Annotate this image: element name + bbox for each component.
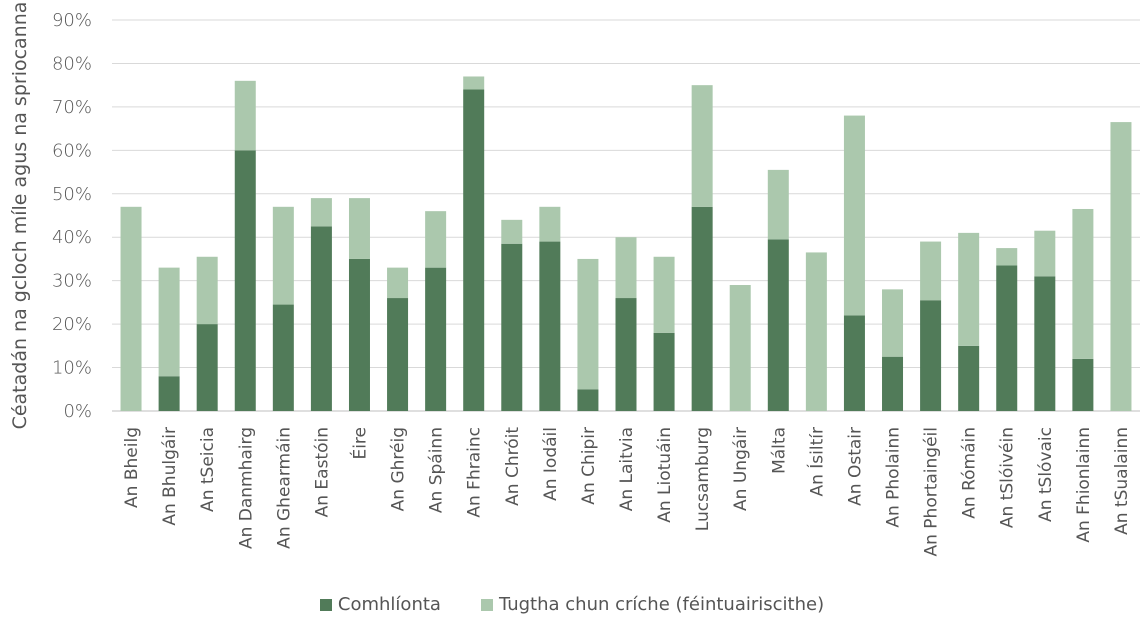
bar-segment [348, 258, 370, 411]
bar-segment [196, 256, 218, 325]
y-tick-label: 40% [52, 227, 92, 248]
bar-segment [348, 198, 370, 259]
y-axis-title: Céatadán na gcloch míle agus na spriocan… [9, 2, 31, 430]
bar-segment [501, 243, 523, 411]
bar-segment [577, 258, 599, 390]
x-tick-label: An Bhulgáir [160, 427, 180, 526]
bar-segment [920, 300, 942, 411]
bar-segment [882, 289, 904, 357]
y-tick-label: 30% [52, 271, 92, 292]
bar-segment [272, 304, 294, 411]
x-tick-label: An Fhionlainn [1074, 427, 1094, 543]
bar-segment [539, 206, 561, 242]
legend-item-tugtha: Tugtha chun críche (féintuairiscithe) [480, 594, 825, 615]
bar-segment [1072, 358, 1094, 411]
bar-segment [158, 267, 180, 377]
bar-segment [691, 85, 713, 207]
legend-label-tugtha: Tugtha chun críche (féintuairiscithe) [498, 594, 825, 615]
bar-segment [996, 265, 1018, 411]
bar-segment [120, 206, 142, 411]
x-tick-label: An Iodáil [541, 427, 561, 501]
x-tick-label: Éire [348, 427, 370, 460]
legend-item-comhlionta: Comhlíonta [319, 594, 441, 615]
bar-segment [1110, 122, 1132, 411]
bar-segment [1034, 230, 1056, 277]
x-tick-label: An Bheilg [122, 427, 142, 508]
bar-segment [310, 226, 332, 411]
x-tick-label: An Chipir [579, 427, 599, 505]
bar-segment [501, 219, 523, 244]
bar-segment [615, 298, 637, 411]
legend-swatch-tugtha [480, 598, 493, 611]
bar-segment [729, 285, 751, 411]
x-tick-label: An Ísiltír [805, 427, 827, 497]
y-tick-label: 20% [52, 314, 92, 335]
bar-segment [577, 389, 599, 411]
bar-segment [387, 298, 409, 411]
x-tick-label: An tSlóvaic [1036, 427, 1056, 522]
bar-segment [653, 332, 675, 411]
y-tick-label: 90% [52, 10, 92, 31]
y-tick-label: 60% [52, 140, 92, 161]
x-tick-label: An Ghréig [389, 427, 409, 511]
bar-segment [958, 232, 980, 346]
x-tick-label: An Ostair [845, 427, 865, 506]
bar-segment [996, 248, 1018, 266]
y-tick-label: 80% [52, 53, 92, 74]
bar-segment [310, 198, 332, 227]
bar-segment [843, 315, 865, 411]
bar-segment [767, 239, 789, 411]
bar-segment [1072, 208, 1094, 359]
x-tick-label: An Danmhairg [236, 427, 256, 549]
y-tick-label: 10% [52, 358, 92, 379]
stacked-bar-chart: 0% 10% 20% 30% 40% 50% 60% 70% 80% 90% Céatadán na… [9, 2, 1140, 557]
x-tick-label: An Chróit [503, 427, 523, 506]
bar-segment [539, 241, 561, 411]
bar-segment [425, 211, 447, 268]
legend-swatch-comhlionta [319, 598, 332, 611]
bar-segment [920, 241, 942, 301]
x-tick-label: An tSlóivéin [998, 427, 1018, 528]
x-tick-label: An tSeicia [198, 427, 218, 512]
x-tick-label: An Ungáir [731, 427, 751, 511]
bar-segment [234, 80, 256, 151]
x-tick-label: An tSualainn [1112, 427, 1132, 535]
y-tick-label: 70% [52, 97, 92, 118]
x-tick-label: An Pholainn [884, 427, 904, 528]
x-tick-label: An Spáinn [427, 427, 447, 513]
bar-segment [463, 76, 485, 90]
bar-segment [882, 356, 904, 411]
legend-label-comhlionta: Comhlíonta [337, 594, 441, 615]
bar-segment [387, 267, 409, 299]
x-tick-label: An Rómáin [960, 427, 980, 519]
legend: Comhlíonta Tugtha chun críche (féintuair… [0, 594, 1144, 615]
bar-segment [767, 169, 789, 240]
bar-segment [425, 267, 447, 411]
bar-segment [272, 206, 294, 305]
bar-segment [805, 252, 827, 411]
bar-segment [234, 150, 256, 412]
x-tick-label: Málta [769, 427, 789, 474]
bar-segment [1034, 276, 1056, 411]
bar-segment [463, 89, 485, 411]
bar-segment [958, 345, 980, 411]
x-tick-label: An Eastóin [312, 427, 332, 517]
bar-segment [196, 324, 218, 411]
bar-segment [653, 256, 675, 333]
bar-segment [843, 115, 865, 316]
y-tick-label: 0% [63, 401, 92, 422]
x-tick-label: An Ghearmáin [274, 427, 294, 549]
x-tick-label: An Laitvia [617, 427, 637, 511]
x-tick-label: An Fhrainc [465, 427, 485, 518]
bar-segment [158, 376, 180, 411]
bar-segment [615, 237, 637, 299]
x-tick-label: An Liotuáin [655, 427, 675, 523]
x-tick-label: Lucsamburg [693, 427, 713, 531]
y-tick-label: 50% [52, 184, 92, 205]
bar-segment [691, 206, 713, 411]
x-tick-label: An Phortaingéil [922, 427, 942, 557]
